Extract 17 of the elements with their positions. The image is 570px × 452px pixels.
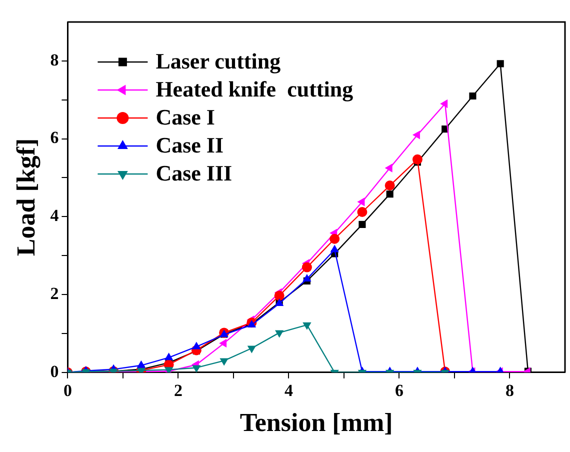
legend-label: Case II bbox=[156, 132, 224, 158]
x-axis-title: Tension [mm] bbox=[240, 408, 393, 438]
legend-label: Laser cutting bbox=[156, 48, 281, 74]
legend-label: Case III bbox=[156, 160, 232, 186]
y-tick-label: 4 bbox=[50, 206, 60, 226]
y-axis-title: Load [kgf] bbox=[11, 138, 40, 256]
y-tick-label: 8 bbox=[50, 50, 59, 70]
y-tick-label: 2 bbox=[50, 284, 59, 303]
x-tick-label: 6 bbox=[394, 380, 404, 400]
x-tick-label: 4 bbox=[284, 380, 294, 400]
x-tick-label: 8 bbox=[505, 380, 514, 400]
y-tick-label: 0 bbox=[50, 362, 59, 381]
legend-label: Case I bbox=[156, 104, 215, 130]
legend-label: Heated knife cutting bbox=[156, 76, 354, 102]
x-tick-label: 0 bbox=[63, 380, 72, 400]
x-tick-label: 2 bbox=[174, 380, 182, 400]
y-tick-label: 6 bbox=[50, 128, 59, 148]
